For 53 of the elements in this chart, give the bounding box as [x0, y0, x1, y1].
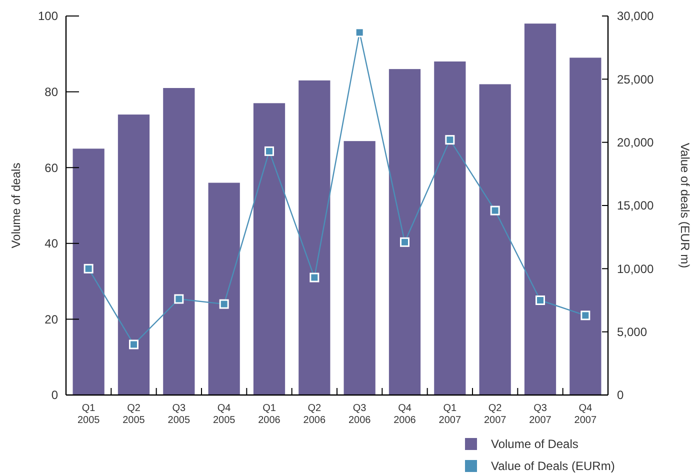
y-tick-label: 20 — [44, 312, 58, 326]
x-tick-label: Q2 2005 — [122, 403, 146, 426]
x-tick-label: Q4 2007 — [574, 403, 597, 426]
point — [174, 294, 184, 304]
y2-axis-title: Value of deals (EUR m) — [678, 142, 692, 268]
bar — [208, 182, 240, 395]
y2-tick-label: 10,000 — [617, 262, 654, 276]
x-tick-label: Q1 2005 — [77, 403, 100, 426]
x-tick-label: Q4 2006 — [394, 403, 416, 426]
bar — [388, 69, 421, 395]
bar — [344, 141, 376, 395]
bar — [118, 114, 150, 395]
y-tick-label: 60 — [44, 160, 58, 175]
y2-tick-label: 20,000 — [617, 136, 654, 150]
bar — [434, 61, 466, 395]
bar — [72, 148, 104, 395]
y-tick-label: 100 — [38, 9, 58, 24]
point — [310, 272, 320, 282]
point — [536, 296, 545, 305]
y-axis-title: Volume of deals — [9, 162, 23, 248]
x-tick-label: Q3 2005 — [168, 403, 190, 426]
x-tick-label: Q1 2006 — [258, 403, 281, 426]
y2-tick-label: 30,000 — [617, 9, 654, 24]
point — [490, 206, 500, 216]
point — [219, 299, 229, 309]
y-tick-label: 80 — [44, 85, 58, 99]
bar — [298, 80, 330, 395]
y2-tick-label: 25,000 — [617, 72, 654, 86]
x-tick-label: Q3 2006 — [348, 403, 372, 426]
x-tick-label: Q2 2007 — [484, 403, 507, 426]
x-tick-label: Q1 2007 — [438, 403, 462, 426]
point — [264, 146, 274, 156]
y2-tick-label: 5,000 — [617, 325, 648, 340]
point — [129, 340, 138, 350]
legend-label: Value of Deals (EURm) — [491, 459, 615, 474]
legend-label: Volume of Deals — [491, 437, 578, 452]
point — [445, 135, 455, 145]
point — [580, 310, 590, 320]
bar — [479, 84, 511, 395]
y-tick-label: 40 — [44, 236, 58, 251]
point — [84, 264, 94, 274]
bar — [570, 58, 602, 395]
point — [400, 237, 410, 247]
bar — [524, 24, 556, 395]
point — [354, 28, 364, 38]
x-tick-label: Q3 2007 — [529, 403, 552, 426]
y2-tick-label: 15,000 — [617, 198, 654, 213]
y-tick-label: 0 — [51, 388, 58, 402]
bar — [253, 103, 286, 395]
y2-tick-label: 0 — [617, 388, 624, 402]
x-tick-label: Q2 2006 — [303, 403, 326, 426]
bar — [163, 88, 195, 395]
x-tick-label: Q4 2005 — [212, 403, 236, 426]
